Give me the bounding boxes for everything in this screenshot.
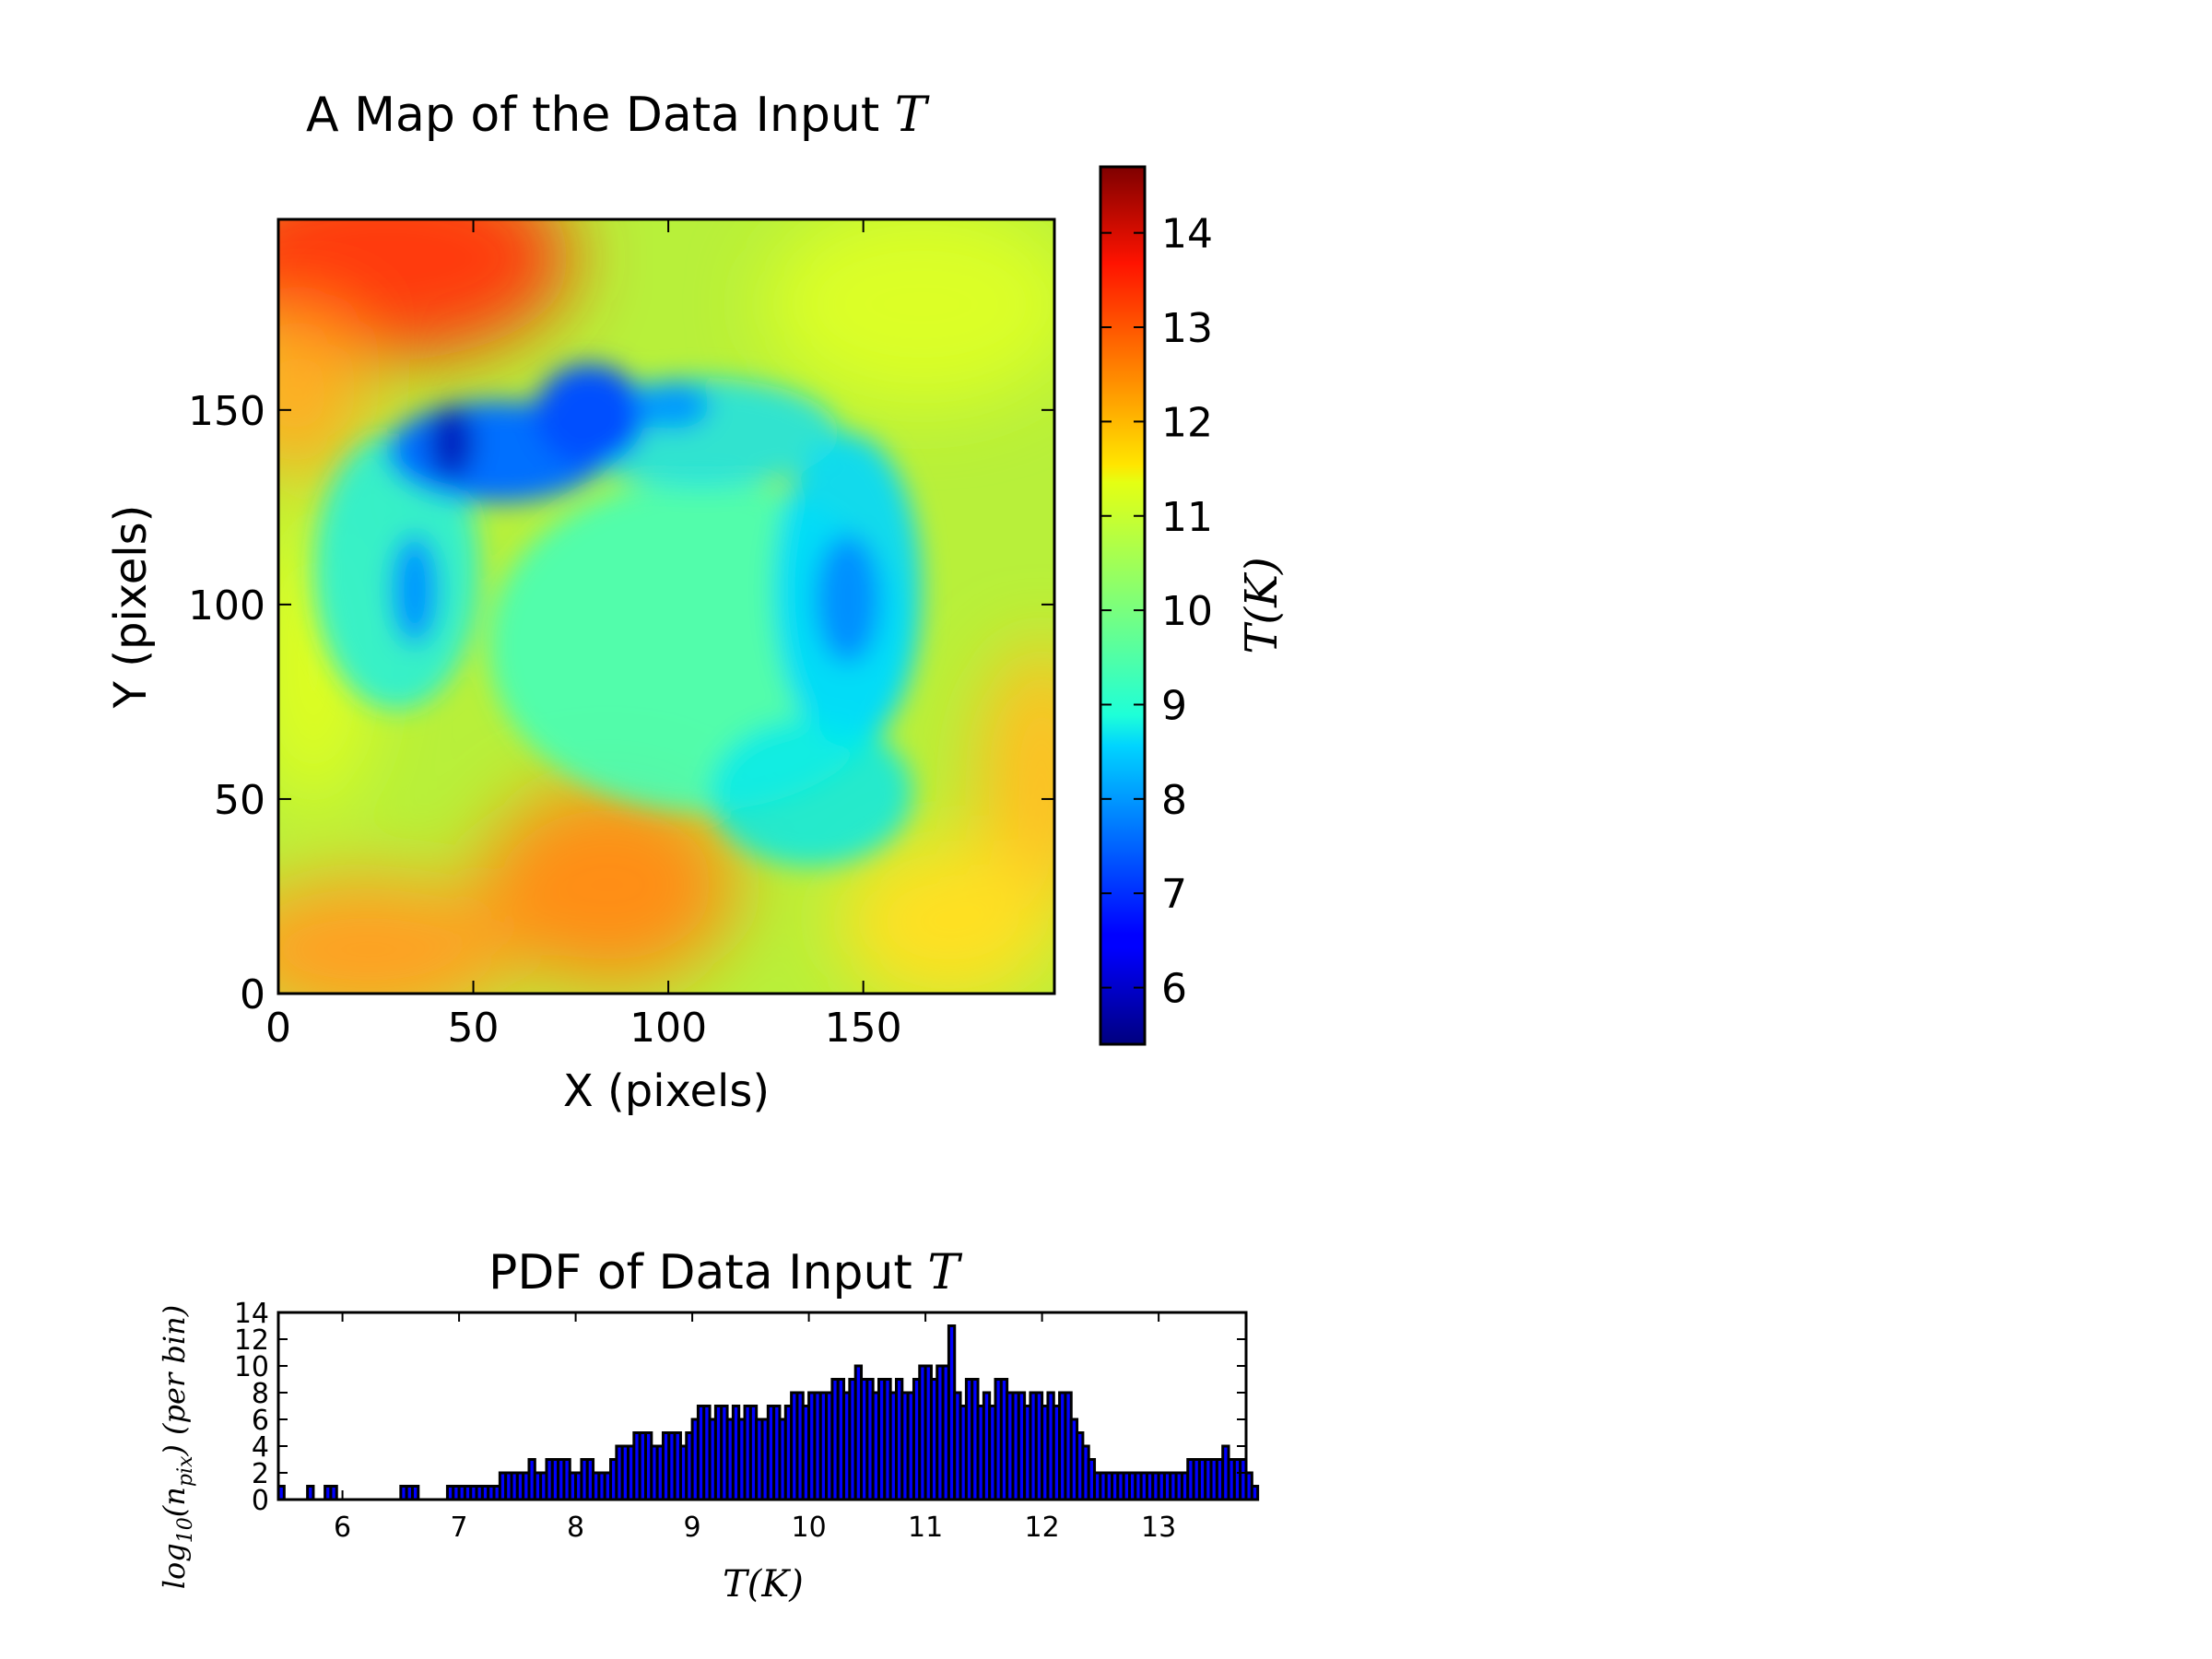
- colorbar-tick-label: 11: [1161, 494, 1213, 541]
- hist-xtick-label: 6: [334, 1512, 351, 1544]
- map-ytick-label: 100: [188, 582, 265, 629]
- colorbar-tick-label: 6: [1161, 966, 1187, 1013]
- map-ytick-label: 0: [240, 971, 265, 1018]
- colorbar-tick-label: 7: [1161, 871, 1187, 918]
- map-warm-regions: [278, 219, 1054, 994]
- hist-ytick-label: 0: [252, 1485, 269, 1517]
- map-xtick-label: 150: [825, 1005, 902, 1052]
- colorbar-tick-label: 13: [1161, 305, 1213, 352]
- map-region-hot-topleft: [278, 219, 571, 359]
- colorbar-tick-label: 14: [1161, 211, 1213, 258]
- map-region-warm-bottomleft: [278, 876, 516, 994]
- map-title: A Map of the Data Input T: [306, 88, 930, 143]
- map-region-blue-filament-f: [636, 382, 710, 429]
- map-ytick-label: 50: [214, 777, 265, 824]
- hist-xtick-label: 8: [567, 1512, 584, 1544]
- hist-ytick-label: 4: [252, 1431, 269, 1464]
- colorbar: [1099, 165, 1147, 1046]
- hist-xlabel: T(K): [723, 1563, 804, 1606]
- map-cool-regions: [313, 364, 922, 866]
- hist-ytick-label: 12: [234, 1324, 269, 1357]
- hist-bar: [329, 1485, 338, 1501]
- map-image: [278, 219, 1054, 994]
- hist-frame: [276, 1311, 1248, 1501]
- hist-xtick-label: 10: [792, 1512, 827, 1544]
- map-panel: A Map of the Data Input T: [105, 88, 1288, 1117]
- colorbar-tick-label: 10: [1161, 588, 1213, 635]
- map-region-blue-filament-b: [535, 364, 645, 465]
- map-xtick-label: 100: [629, 1005, 707, 1052]
- map-region-warm-left: [278, 313, 369, 479]
- map-region-yellow-bottomright: [839, 839, 1054, 994]
- map-xlabel: X (pixels): [563, 1065, 770, 1117]
- hist-ytick-label: 8: [252, 1378, 269, 1410]
- hist-ytick-label: 10: [234, 1351, 269, 1383]
- map-region-yellow-topright: [765, 219, 1054, 406]
- hist-bar: [410, 1485, 420, 1501]
- map-xtick-label: 50: [448, 1005, 500, 1052]
- colorbar-ticks: 6 7 8 9 10 11 12 13 14: [1100, 211, 1213, 1013]
- map-xtick-label: 0: [265, 1005, 291, 1052]
- map-ytick-label: 150: [188, 388, 265, 435]
- hist-xtick-label: 7: [451, 1512, 468, 1544]
- map-region-cyan-lower: [710, 719, 912, 866]
- hist-bar: [1250, 1485, 1260, 1501]
- hist-ytick-label: 14: [234, 1298, 269, 1330]
- hist-xtick-label: 9: [684, 1512, 701, 1544]
- map-ylabel: Y (pixels): [105, 505, 157, 710]
- hist-ytick-label: 6: [252, 1405, 269, 1437]
- hist-xtick-label: 13: [1141, 1512, 1176, 1544]
- map-frame: [276, 218, 1056, 995]
- colorbar-tick-label: 12: [1161, 399, 1213, 446]
- map-ticks: 0 50 100 150 0 50 100 150: [188, 219, 1054, 1052]
- colorbar-tick-label: 8: [1161, 777, 1187, 824]
- hist-ylabel: log10(npix) (per bin): [157, 1305, 197, 1589]
- map-region-warm-bottom: [479, 783, 737, 986]
- hist-title: PDF of Data Input T: [488, 1245, 962, 1300]
- hist-xtick-label: 12: [1025, 1512, 1060, 1544]
- hist-bar: [306, 1485, 315, 1501]
- map-region-blue-filament-d: [816, 535, 880, 664]
- colorbar-tick-label: 9: [1161, 682, 1187, 729]
- colorbar-label: T(K): [1236, 557, 1288, 653]
- hist-ytick-label: 2: [252, 1458, 269, 1490]
- histogram-panel: PDF of Data Input T 6 7 8 9 10 11 12 1302468101…: [157, 1245, 1260, 1606]
- map-region-blue-filament-c: [429, 406, 475, 479]
- map-region-blue-filament-e: [392, 535, 438, 645]
- hist-xtick-label: 11: [908, 1512, 943, 1544]
- hist-bars: [276, 1324, 1260, 1501]
